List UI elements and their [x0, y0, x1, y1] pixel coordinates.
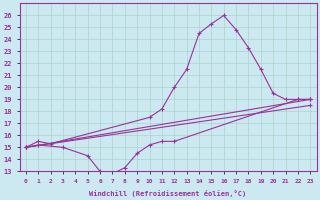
X-axis label: Windchill (Refroidissement éolien,°C): Windchill (Refroidissement éolien,°C) [90, 190, 247, 197]
